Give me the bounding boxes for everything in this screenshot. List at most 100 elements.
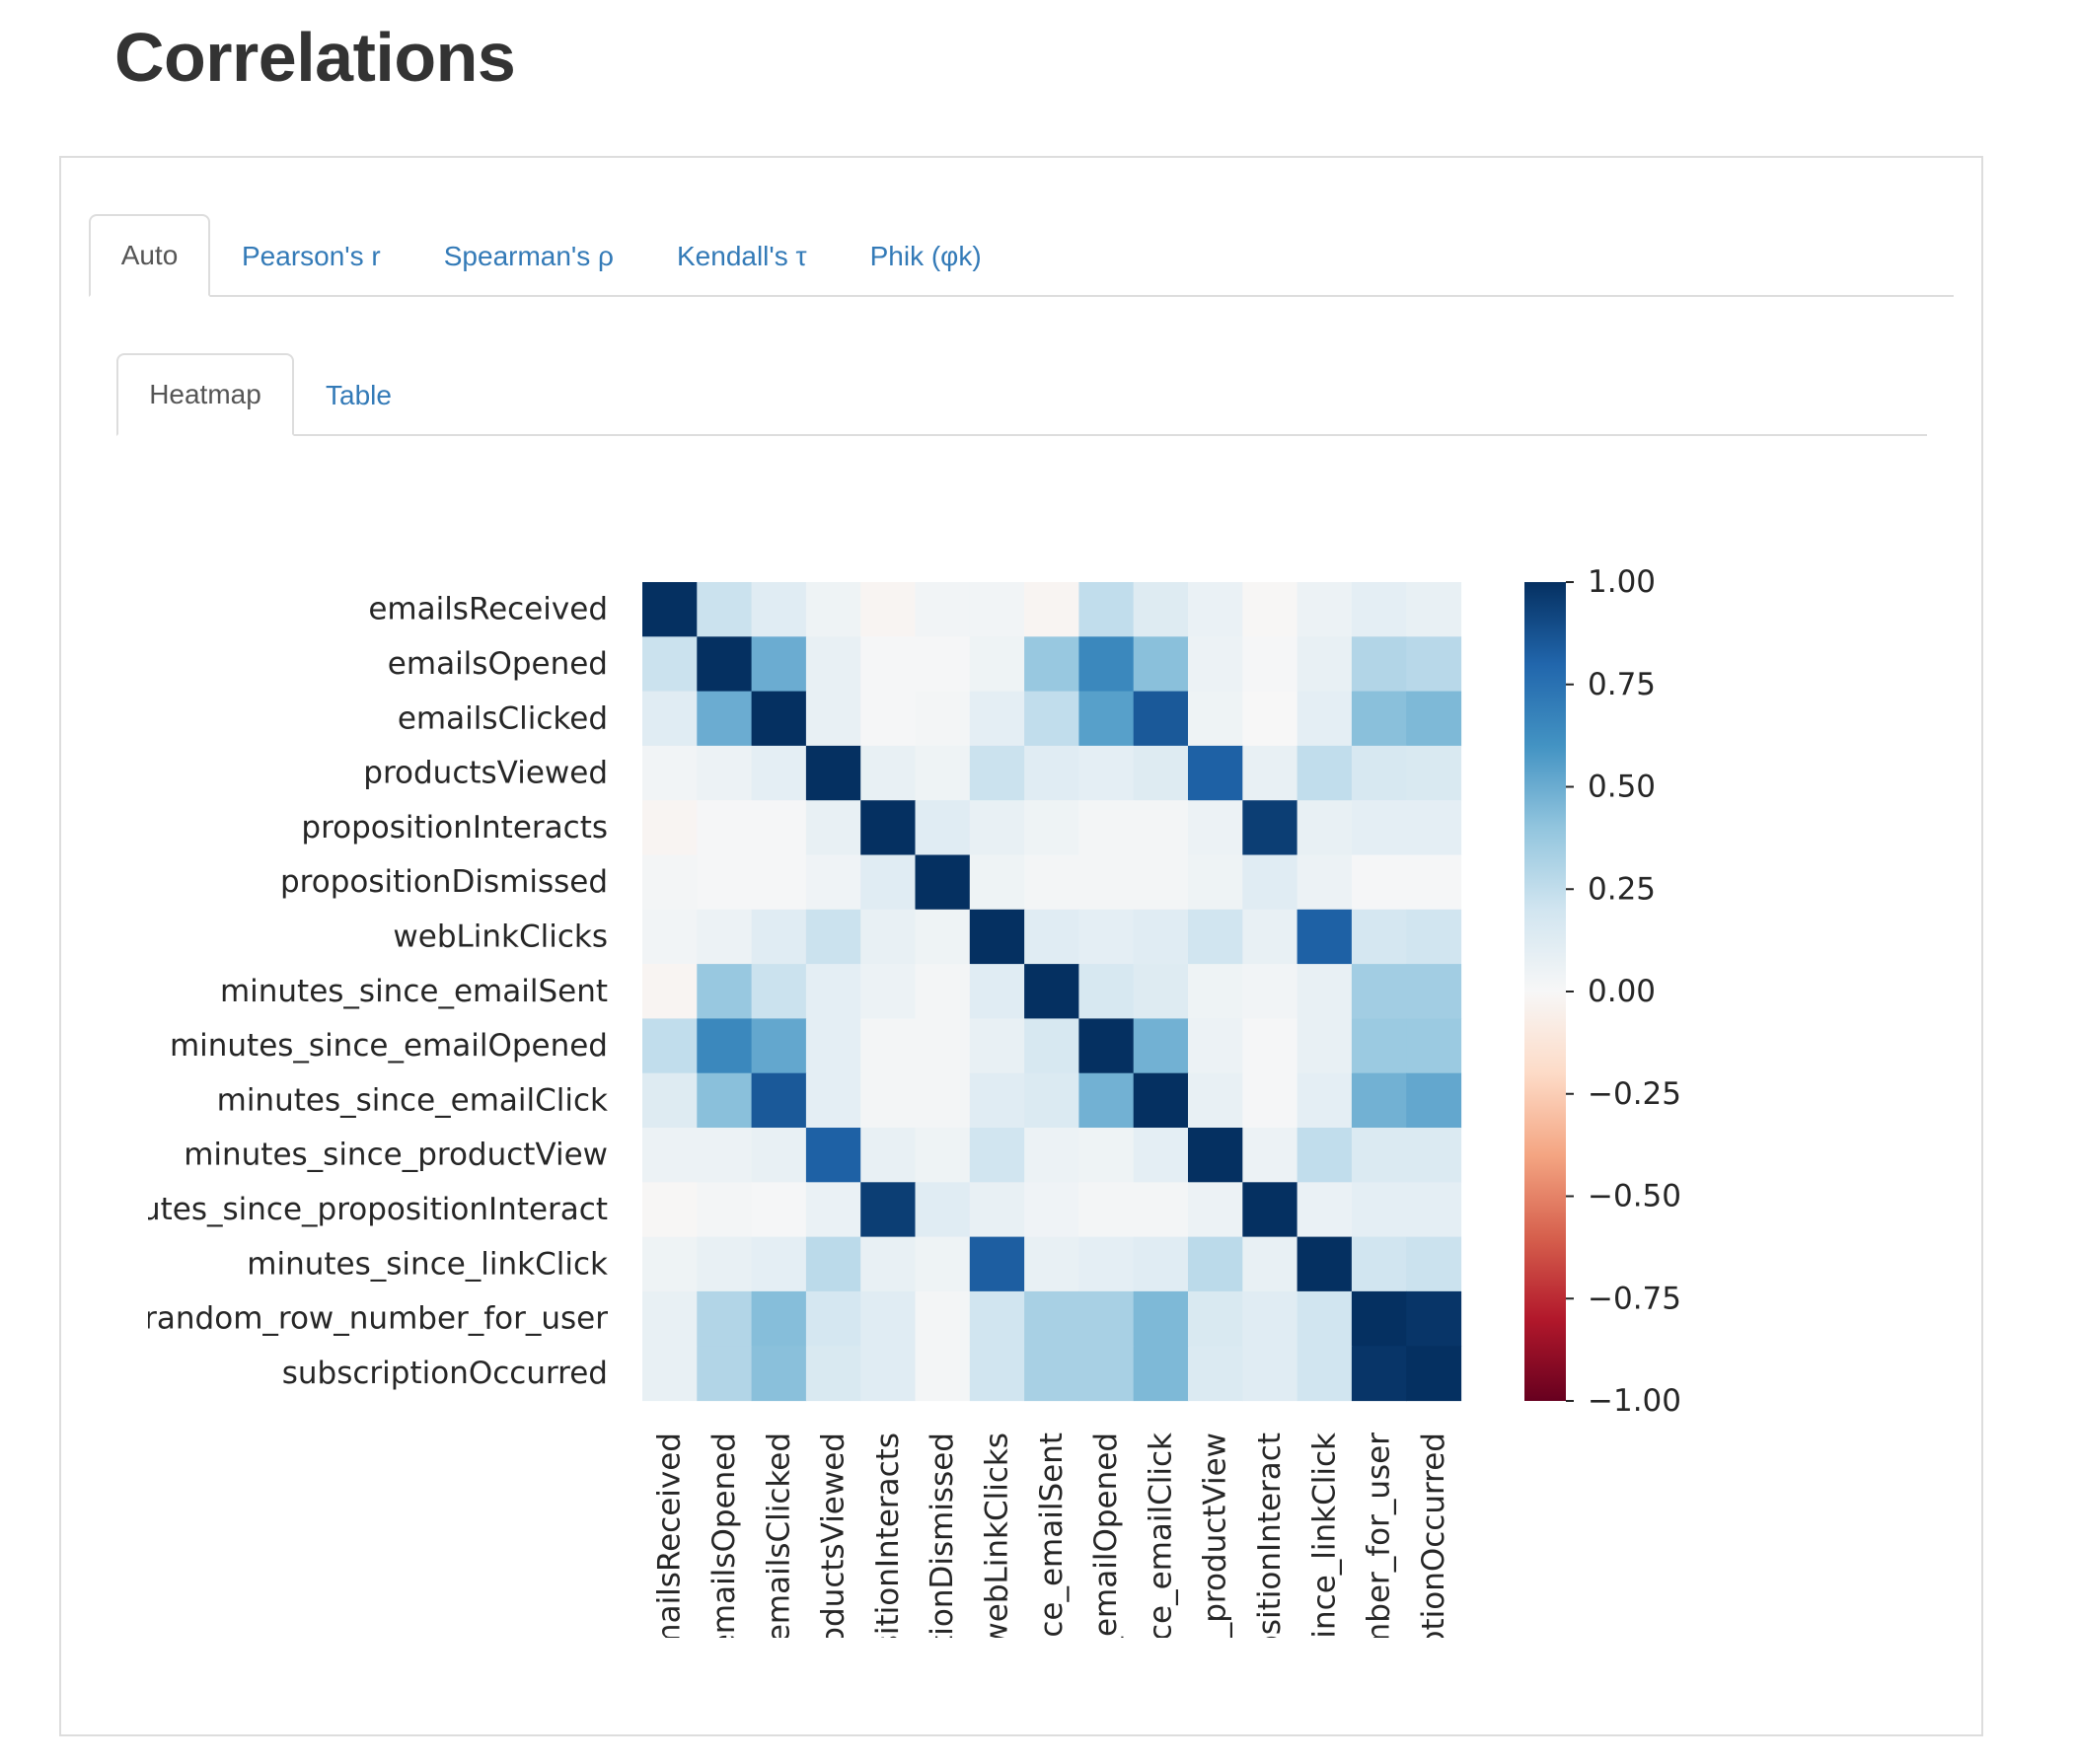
heatmap-cell [1024,1236,1079,1292]
heatmap-cell [1133,636,1189,693]
heatmap-cell [751,1182,807,1238]
heatmap-cell [1133,691,1189,747]
heatmap-cell [1133,1290,1189,1347]
column-label: mailsReceived [652,1433,688,1654]
heatmap-cell [1024,1018,1079,1074]
heatmap-cell [1133,800,1189,856]
tab-phik[interactable]: Phik (φk) [869,241,982,271]
heatmap-cell [697,909,753,965]
heatmap-cell [969,964,1025,1019]
colorbar-tick-label: 0.25 [1588,871,1656,907]
heatmap-cell [1024,1346,1079,1402]
heatmap-cell [860,1236,917,1292]
colorbar-tick-label: −0.75 [1588,1281,1681,1316]
heatmap-cell [860,582,917,637]
heatmap-cell [860,800,917,856]
tab-kendall[interactable]: Kendall's τ [677,241,807,271]
heatmap-cell [1406,691,1462,747]
heatmap-cell [1297,745,1353,801]
heatmap-cell [751,582,807,637]
heatmap-cell [642,691,698,747]
tab-heatmap[interactable]: Heatmap [116,353,294,436]
column-label: e_productView [1198,1433,1233,1656]
heatmap-cell [1406,1072,1462,1129]
heatmap-cell [1188,582,1243,637]
heatmap-cell [1351,745,1407,801]
heatmap-cell [1133,582,1189,637]
heatmap-cell [969,800,1025,856]
heatmap-cell [1188,1290,1243,1347]
heatmap-cell [915,1290,971,1347]
heatmap-cell [1406,1236,1462,1292]
heatmap-cell [1406,1290,1462,1347]
heatmap-cell [1351,1346,1407,1402]
heatmap-cell [1188,1128,1243,1183]
heatmap-cell [642,964,698,1019]
heatmap-cell [1188,854,1243,911]
heatmap-cell [915,745,971,801]
colorbar-tick-label: 0.00 [1588,974,1656,1009]
heatmap-cell [969,1182,1025,1238]
heatmap-cell [751,1236,807,1292]
heatmap-cell [642,800,698,856]
heatmap-cell [642,1236,698,1292]
tab-spearman[interactable]: Spearman's ρ [443,241,614,271]
heatmap-cell [1242,691,1298,747]
heatmap-cell [805,636,861,693]
heatmap-cell [642,1072,698,1129]
heatmap-cell [642,636,698,693]
heatmap-cell [805,1236,861,1292]
heatmap-cell [1406,745,1462,801]
heatmap-cell [1406,1182,1462,1238]
heatmap-cell [751,691,807,747]
heatmap-cell [915,691,971,747]
heatmap-cell [1078,1128,1135,1183]
heatmap-cell [697,1182,753,1238]
column-label: _emailOpened [1088,1433,1124,1654]
heatmap-cell [1133,1236,1189,1292]
heatmap-cell [1351,854,1407,911]
heatmap-cell [697,854,753,911]
heatmap-cell [1024,1072,1079,1129]
column-label: ce_emailClick [1143,1433,1178,1641]
heatmap-cell [1188,909,1243,965]
column-label: ptionOccurred [1416,1433,1451,1650]
heatmap-cell [1351,691,1407,747]
heatmap-cell [805,1182,861,1238]
heatmap-cell [1351,636,1407,693]
row-label: propositionInteracts [301,810,608,845]
heatmap-cell [1242,1182,1298,1238]
heatmap-cell [915,800,971,856]
tab-table[interactable]: Table [326,380,392,410]
heatmap-cell [1078,1182,1135,1238]
colorbar [1524,582,1566,1401]
heatmap-cell [751,636,807,693]
colorbar-tick-label: −0.25 [1588,1076,1681,1112]
heatmap-cell [805,800,861,856]
heatmap-cell [751,909,807,965]
heatmap-cell [915,909,971,965]
heatmap-cell [860,1290,917,1347]
row-label: emailsClicked [398,700,608,736]
heatmap-cell [1188,1346,1243,1402]
heatmap-cell [642,854,698,911]
column-label: emailsOpened [706,1433,742,1653]
tab-pearson[interactable]: Pearson's r [242,241,381,271]
heatmap-cell [1024,800,1079,856]
page-title: Correlations [114,19,516,96]
heatmap-cell [642,1128,698,1183]
heatmap-cell [969,1128,1025,1183]
heatmap-cell [1024,745,1079,801]
heatmap-cell [1297,691,1353,747]
heatmap-cell [1078,1236,1135,1292]
heatmap-cell [1078,800,1135,856]
tab-auto[interactable]: Auto [89,214,210,297]
heatmap-cell [1242,745,1298,801]
heatmap-cell [1406,800,1462,856]
heatmap-cell [860,964,917,1019]
row-label: minutes_since_emailClick [217,1082,608,1118]
heatmap-cell [697,964,753,1019]
heatmap-cell [751,1072,807,1129]
heatmap-cell [1242,1236,1298,1292]
heatmap-cell [1078,745,1135,801]
